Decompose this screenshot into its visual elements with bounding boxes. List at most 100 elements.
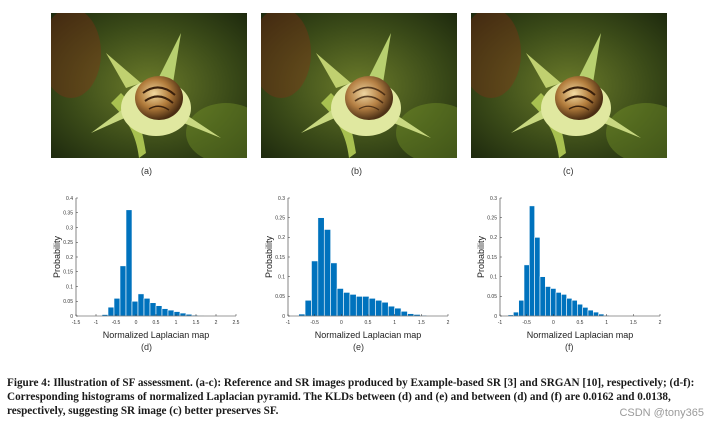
panel-label-d: (d) bbox=[141, 342, 152, 352]
histogram-bar bbox=[179, 312, 187, 317]
x-tick-label: 2 bbox=[215, 320, 218, 326]
histogram-bar bbox=[375, 299, 383, 317]
y-tick-label: 0.1 bbox=[490, 274, 497, 280]
histogram-bar bbox=[304, 299, 312, 317]
x-tick-label: -1 bbox=[94, 320, 99, 326]
y-tick-label: 0.05 bbox=[63, 299, 73, 305]
y-tick-label: 0.1 bbox=[278, 274, 285, 280]
histogram-f-svg: -1 -0.5 0 0.5 1 1.5 2 0 0.05 0.1 0.15 0.2 0.25 0.3 Nor… bbox=[476, 196, 662, 340]
watermark: CSDN @tony365 bbox=[619, 407, 704, 419]
histogram-bar bbox=[173, 311, 181, 317]
x-tick-label: 0 bbox=[135, 320, 138, 326]
snail-flower-image bbox=[471, 13, 667, 158]
x-tick-label: -0.5 bbox=[310, 320, 319, 326]
y-axis-label: Probability bbox=[52, 235, 62, 278]
y-tick-label: 0.2 bbox=[490, 235, 497, 241]
y-tick-label: 0.15 bbox=[275, 255, 285, 261]
histogram-bar bbox=[119, 265, 127, 317]
histogram-bar bbox=[387, 305, 395, 317]
y-tick-label: 0.2 bbox=[278, 235, 285, 241]
histogram-bar bbox=[518, 299, 525, 317]
y-tick-label: 0.1 bbox=[66, 284, 73, 290]
histogram-e: -1 -0.5 0 0.5 1 1.5 2 0 0.05 0.1 0.15 0.2 0.25 0.3 Nor… bbox=[258, 190, 458, 345]
y-tick-label: 0.35 bbox=[63, 211, 73, 217]
x-tick-label: 0.5 bbox=[153, 320, 160, 326]
x-tick-label: 1 bbox=[393, 320, 396, 326]
histogram-d: -1.5 -1 -0.5 0 0.5 1 1.5 2 2.5 0 0.05 0.1 0.15 0.2 0.2… bbox=[46, 190, 246, 345]
histogram-bar bbox=[534, 237, 541, 317]
y-tick-label: 0 bbox=[494, 314, 497, 320]
x-tick-label: 1.5 bbox=[193, 320, 200, 326]
x-axis-label: Normalized Laplacian map bbox=[527, 330, 634, 340]
histogram-bar bbox=[125, 209, 133, 317]
panel-label-b: (b) bbox=[351, 166, 362, 176]
histogram-bar bbox=[317, 217, 325, 317]
x-tick-label: 1 bbox=[175, 320, 178, 326]
y-axis-label: Probability bbox=[476, 235, 486, 278]
histogram-bar bbox=[167, 309, 175, 317]
x-tick-label: 0 bbox=[340, 320, 343, 326]
histogram-bar bbox=[349, 294, 357, 317]
histogram-bar bbox=[343, 292, 351, 317]
histogram-bar bbox=[593, 311, 599, 317]
y-tick-label: 0.15 bbox=[487, 255, 497, 261]
histogram-e-svg: -1 -0.5 0 0.5 1 1.5 2 0 0.05 0.1 0.15 0.2 0.25 0.3 Nor… bbox=[264, 196, 450, 340]
histogram-bar bbox=[550, 288, 557, 317]
histogram-bar bbox=[131, 300, 139, 317]
histogram-bar bbox=[561, 294, 567, 317]
y-tick-label: 0 bbox=[70, 314, 73, 320]
histogram-bar bbox=[137, 293, 145, 317]
histogram-bar bbox=[523, 264, 530, 317]
histogram-bar bbox=[355, 296, 363, 317]
x-tick-label: -0.5 bbox=[112, 320, 121, 326]
y-tick-label: 0.05 bbox=[487, 294, 497, 300]
x-axis-label: Normalized Laplacian map bbox=[315, 330, 422, 340]
x-tick-label: -1 bbox=[498, 320, 503, 326]
x-tick-label: 2.5 bbox=[233, 320, 240, 326]
y-tick-label: 0.15 bbox=[63, 270, 73, 276]
histogram-bar bbox=[107, 306, 115, 317]
histogram-bar bbox=[566, 298, 573, 317]
histogram-bar bbox=[155, 305, 163, 317]
histogram-bar bbox=[407, 313, 415, 317]
histogram-bar bbox=[381, 301, 389, 317]
snail-flower-image bbox=[261, 13, 457, 158]
x-tick-label: 2 bbox=[659, 320, 662, 326]
y-tick-label: 0 bbox=[282, 314, 285, 320]
x-tick-label: -1.5 bbox=[72, 320, 81, 326]
histogram-bar bbox=[362, 296, 370, 317]
y-tick-label: 0.25 bbox=[487, 215, 497, 221]
histogram-bar bbox=[149, 302, 157, 317]
snail-flower-image bbox=[51, 13, 247, 158]
histogram-bar bbox=[529, 205, 535, 317]
y-tick-label: 0.3 bbox=[490, 196, 497, 202]
histogram-f: -1 -0.5 0 0.5 1 1.5 2 0 0.05 0.1 0.15 0.2 0.25 0.3 Nor… bbox=[470, 190, 670, 345]
histogram-bar bbox=[539, 276, 546, 317]
histogram-bar bbox=[161, 308, 169, 317]
x-tick-label: 1.5 bbox=[418, 320, 425, 326]
y-tick-label: 0.4 bbox=[66, 196, 73, 202]
panel-label-e: (e) bbox=[353, 342, 364, 352]
y-tick-label: 0.05 bbox=[275, 294, 285, 300]
panel-label-a: (a) bbox=[141, 166, 152, 176]
photo-reference bbox=[51, 13, 247, 158]
x-tick-label: 2 bbox=[447, 320, 450, 326]
histogram-bar bbox=[394, 307, 402, 317]
histogram-bar bbox=[582, 307, 589, 317]
x-axis-label: Normalized Laplacian map bbox=[103, 330, 210, 340]
x-tick-label: 1 bbox=[605, 320, 608, 326]
x-tick-label: 0.5 bbox=[365, 320, 372, 326]
x-tick-label: 0.5 bbox=[577, 320, 584, 326]
y-tick-label: 0.2 bbox=[66, 255, 73, 261]
y-tick-label: 0.25 bbox=[63, 240, 73, 246]
histogram-bar bbox=[323, 229, 331, 317]
histogram-bar bbox=[587, 309, 594, 317]
histogram-bar bbox=[311, 260, 319, 317]
y-axis-label: Probability bbox=[264, 235, 274, 278]
y-tick-label: 0.3 bbox=[66, 225, 73, 231]
histogram-bar bbox=[113, 298, 121, 317]
x-tick-label: 0 bbox=[552, 320, 555, 326]
histogram-bar bbox=[571, 299, 578, 317]
histogram-bar bbox=[336, 288, 344, 317]
x-tick-label: -1 bbox=[286, 320, 291, 326]
